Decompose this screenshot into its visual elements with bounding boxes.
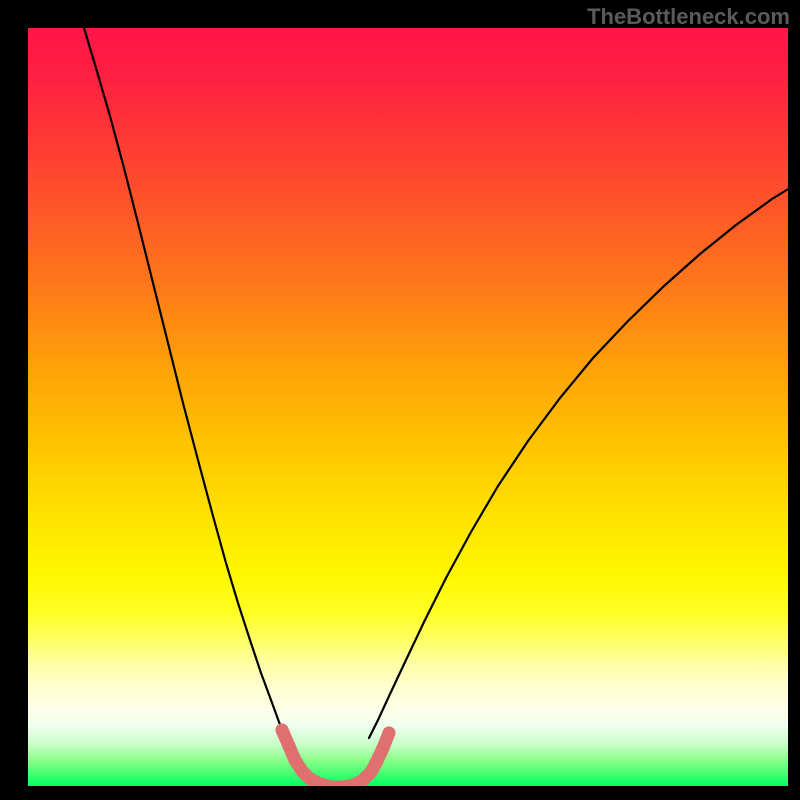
chart-frame: TheBottleneck.com bbox=[0, 0, 800, 800]
watermark-text: TheBottleneck.com bbox=[587, 4, 790, 30]
bottleneck-chart bbox=[0, 0, 800, 800]
